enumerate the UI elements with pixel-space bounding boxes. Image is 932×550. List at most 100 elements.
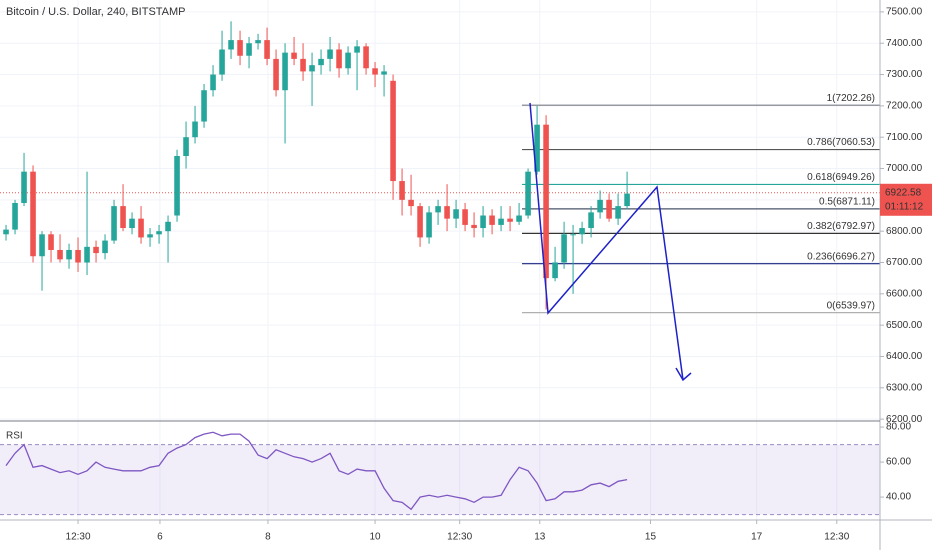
y-tick-label: 6600.00 (886, 288, 923, 299)
candle-body (498, 218, 504, 225)
candle-body (246, 43, 252, 56)
rsi-line (5, 431, 628, 511)
chart-title: Bitcoin / U.S. Dollar, 240, BITSTAMP (6, 6, 186, 18)
y-tick-label: 6300.00 (886, 382, 923, 393)
candle-body (102, 240, 108, 254)
y-tick-label: 6700.00 (886, 257, 923, 268)
candle-body (408, 199, 414, 207)
candle-body (3, 229, 9, 235)
x-tick-label: 8 (265, 532, 271, 543)
candle-body (39, 234, 45, 257)
y-tick-label: 7300.00 (886, 69, 923, 80)
y-tick-label: 80.00 (886, 422, 911, 433)
y-tick-label: 40.00 (886, 492, 911, 503)
current-price-tag (880, 183, 932, 216)
candle-body (372, 68, 378, 75)
candle-body (12, 202, 18, 230)
y-tick-label: 7000.00 (886, 163, 923, 174)
y-tick-label: 7400.00 (886, 38, 923, 49)
drawing-arrowhead (675, 367, 692, 382)
axis-layer: 7500.00 7400.00 7300.00 7200.00 7100.00 7000.… (66, 7, 932, 543)
candle-body (111, 206, 117, 241)
candle-body (543, 124, 549, 279)
candle-body (345, 52, 351, 69)
current-price-label: 6922.58 (885, 187, 922, 198)
candle-body (426, 212, 432, 238)
candle-body (453, 209, 459, 219)
fib-label: 0.786(7060.53) (807, 137, 875, 148)
y-tick-label: 6200.00 (886, 414, 923, 425)
candle-body (534, 124, 540, 172)
candle-body (156, 231, 162, 235)
candle-body (327, 49, 333, 59)
candle-layer (3, 21, 630, 310)
candle-body (210, 74, 216, 91)
x-tick-label: 12:30 (447, 532, 472, 543)
fib-label: 0.618(6949.26) (807, 172, 875, 183)
fib-label: 0.5(6871.11) (819, 197, 875, 208)
candle-body (48, 234, 54, 250)
candle-body (444, 206, 450, 219)
x-tick-label: 15 (645, 532, 657, 543)
rsi-layer (0, 431, 880, 516)
x-tick-label: 12:30 (66, 532, 91, 543)
candle-body (264, 40, 270, 59)
candle-body (318, 58, 324, 66)
countdown-label: 01:11:12 (885, 201, 924, 212)
fib-layer: 1(7202.26) 0.786(7060.53) 0.618(6949.26) 0.… (0, 93, 880, 314)
rsi-title: RSI (6, 431, 23, 442)
candle-body (120, 206, 126, 229)
candle-body (390, 80, 396, 182)
candle-body (21, 171, 27, 203)
x-tick-label: 6 (157, 532, 163, 543)
candle-body (561, 234, 567, 263)
fib-label: 1(7202.26) (827, 93, 875, 104)
candle-body (462, 209, 468, 225)
candle-body (138, 218, 144, 238)
candle-body (300, 58, 306, 72)
candle-body (417, 206, 423, 238)
candle-body (354, 46, 360, 53)
candle-body (363, 46, 369, 69)
candle-body (570, 234, 576, 236)
candle-body (66, 249, 72, 260)
candle-body (309, 65, 315, 72)
fib-label: 0(6539.97) (827, 300, 875, 311)
rsi-band (0, 444, 880, 515)
candle-body (93, 246, 99, 254)
y-tick-label: 7500.00 (886, 7, 923, 18)
fib-label: 0.382(6792.97) (807, 221, 875, 232)
candle-body (615, 206, 621, 219)
candle-body (255, 40, 261, 44)
candle-body (147, 234, 153, 238)
candle-body (588, 212, 594, 229)
candle-body (174, 155, 180, 216)
candle-body (282, 52, 288, 91)
x-tick-label: 10 (369, 532, 381, 543)
drawing-path (529, 102, 684, 381)
candle-body (165, 221, 171, 232)
y-tick-label: 6800.00 (886, 226, 923, 237)
fib-label: 0.236(6696.27) (807, 251, 875, 262)
candle-body (435, 206, 441, 213)
candle-body (516, 215, 522, 222)
y-tick-label: 7200.00 (886, 101, 923, 112)
candle-body (480, 215, 486, 229)
candle-body (75, 249, 81, 263)
candle-body (291, 52, 297, 59)
y-tick-label: 6400.00 (886, 351, 923, 362)
candle-body (606, 199, 612, 219)
candle-body (381, 71, 387, 75)
x-tick-label: 17 (751, 532, 763, 543)
x-tick-label: 13 (534, 532, 546, 543)
candle-body (489, 215, 495, 225)
candle-body (471, 224, 477, 229)
y-tick-label: 6500.00 (886, 320, 923, 331)
candle-body (129, 218, 135, 229)
candle-body (183, 137, 189, 156)
candle-body (399, 181, 405, 200)
candle-body (30, 171, 36, 257)
